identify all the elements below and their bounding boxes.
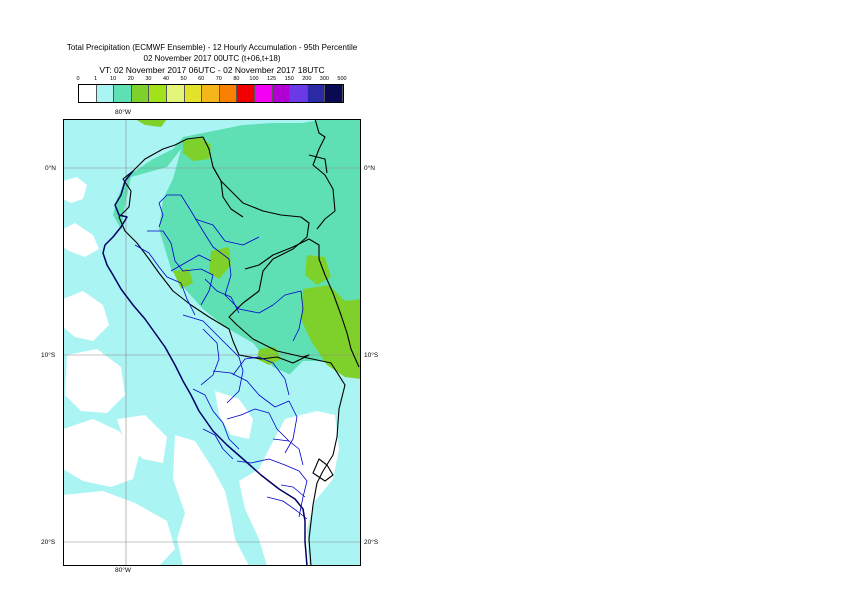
lat-label-left-10s: 10°S — [41, 352, 56, 359]
legend-colorbar — [78, 84, 344, 103]
legend-label: 1 — [94, 76, 98, 82]
land-dry-south — [215, 391, 253, 439]
legend-label: 60 — [198, 76, 205, 82]
map-title: Total Precipitation (ECMWF Ensemble) - 1… — [66, 43, 358, 52]
precipitation-map — [63, 119, 361, 566]
legend-label: 200 — [302, 76, 312, 82]
lon-label-bottom: 80°W — [115, 567, 131, 574]
legend-label: 0 — [76, 76, 80, 82]
legend-swatch — [325, 85, 343, 102]
regional-borders — [134, 194, 308, 520]
legend-label: 10 — [110, 76, 117, 82]
dry-ocean-areas — [63, 177, 249, 566]
valid-time-label: VT: 02 November 2017 06UTC - 02 November… — [99, 65, 325, 75]
legend-label: 40 — [162, 76, 170, 82]
legend-label: 20 — [127, 76, 134, 82]
legend-swatch — [254, 85, 273, 102]
legend-label: 150 — [284, 76, 294, 82]
lat-lon-grid — [63, 119, 361, 566]
legend-label: 30 — [145, 76, 152, 82]
legend-label: 80 — [233, 76, 240, 82]
legend-swatch — [79, 85, 97, 102]
lat-label-right-20s: 20°S — [364, 539, 379, 546]
legend-label: 100 — [249, 76, 259, 82]
legend-swatch — [202, 85, 220, 102]
land-dry — [239, 411, 339, 566]
legend-label: 300 — [319, 76, 329, 82]
lat-label-right-0: 0°N — [364, 165, 375, 172]
heavy-precip-areas — [135, 119, 361, 379]
legend-label: 50 — [180, 76, 187, 82]
country-borders — [118, 119, 360, 566]
lon-label-top: 80°W — [115, 109, 131, 116]
legend-label: 125 — [267, 76, 277, 82]
lat-label-left-20s: 20°S — [41, 539, 56, 546]
base-time-label: 02 November 2017 00UTC (t+06,t+18) — [143, 54, 281, 63]
lat-label-right-10s: 10°S — [364, 352, 379, 359]
legend-labels: 0 1 10 20 30 40 50 60 70 80 100 125 150 200 300 500 — [0, 76, 842, 86]
legend-swatch — [237, 85, 255, 102]
legend-swatch — [290, 85, 308, 102]
legend-swatch — [184, 85, 203, 102]
coastline — [102, 170, 308, 566]
legend-swatch — [96, 85, 115, 102]
legend-swatch — [219, 85, 238, 102]
legend-swatch — [114, 85, 132, 102]
legend-swatch — [272, 85, 291, 102]
legend-swatch — [131, 85, 150, 102]
legend-label: 70 — [215, 76, 222, 82]
lat-label-left-0: 0°N — [45, 165, 56, 172]
map-frame — [63, 119, 361, 566]
legend-label: 500 — [337, 76, 347, 82]
legend-swatch — [166, 85, 185, 102]
land-pale — [121, 149, 361, 491]
legend-swatch — [149, 85, 167, 102]
legend-swatch — [307, 85, 326, 102]
land-green — [113, 119, 361, 381]
